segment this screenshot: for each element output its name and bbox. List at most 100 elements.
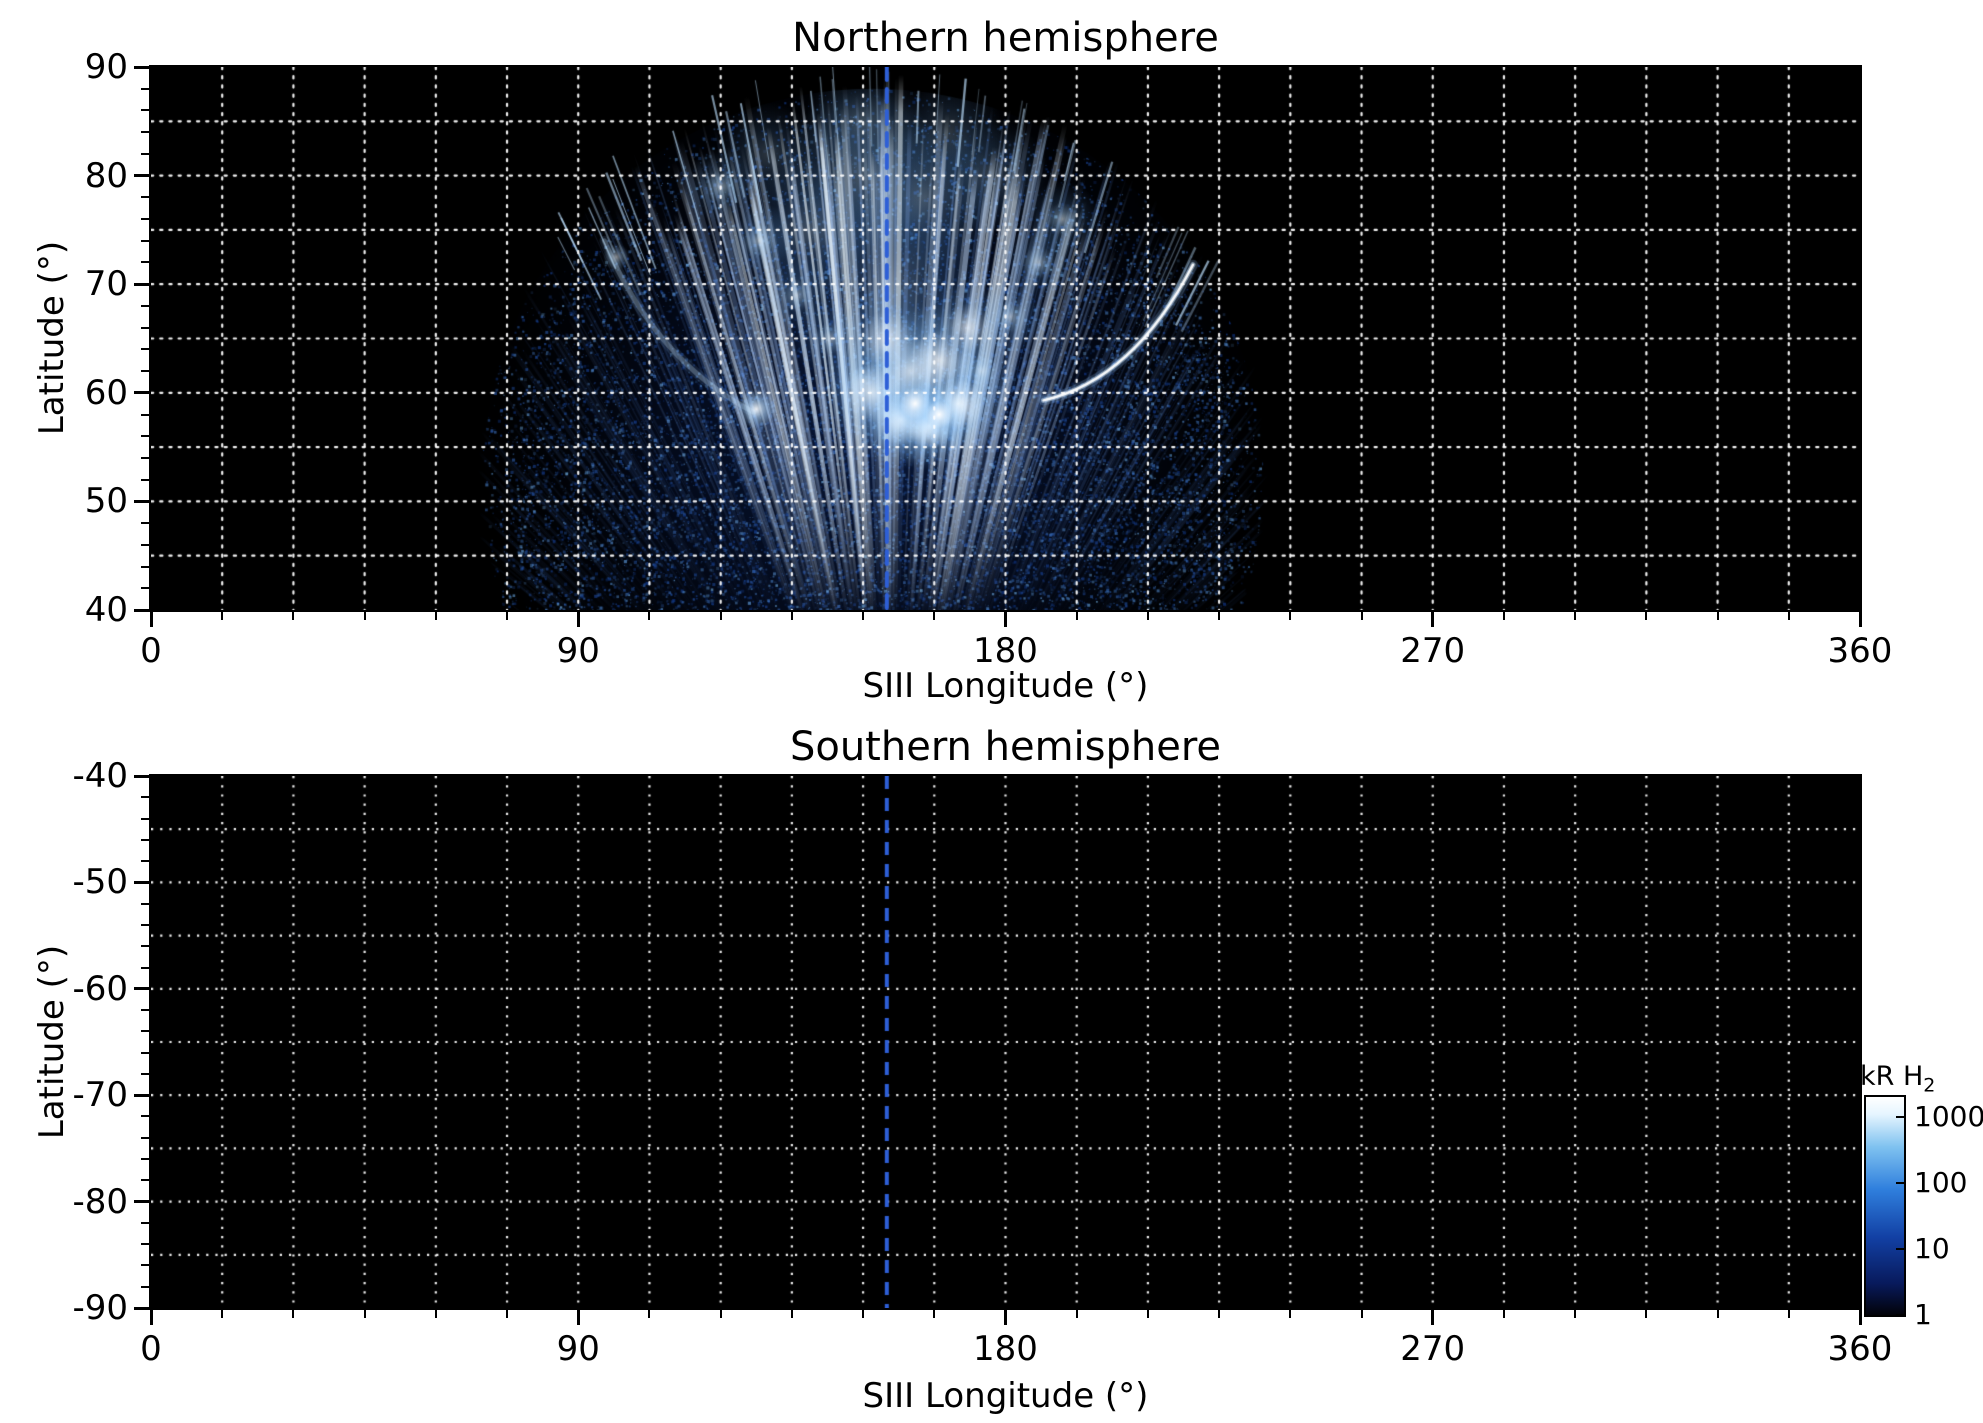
y-minor-tick: [141, 1136, 149, 1139]
x-minor-tick: [933, 1310, 936, 1318]
x-minor-tick: [434, 1310, 437, 1318]
x-minor-tick: [506, 1310, 509, 1318]
y-minor-tick: [141, 860, 149, 863]
y-tick-label: 60: [84, 372, 128, 413]
x-minor-tick: [1574, 612, 1577, 620]
y-minor-tick: [141, 218, 149, 221]
y-minor-tick: [141, 109, 149, 112]
north-plot-frame: [149, 65, 1862, 612]
y-minor-tick: [141, 587, 149, 590]
x-major-tick: [149, 1310, 153, 1325]
x-tick-label: 90: [556, 1329, 600, 1369]
x-minor-tick: [1716, 1310, 1719, 1318]
colorbar-tick-label: 1000: [1914, 1099, 1983, 1133]
x-minor-tick: [719, 612, 722, 620]
y-minor-tick: [141, 370, 149, 373]
x-minor-tick: [1502, 1310, 1505, 1318]
north-panel-title: Northern hemisphere: [792, 15, 1219, 61]
y-minor-tick: [141, 152, 149, 155]
y-tick-label: 70: [84, 264, 128, 305]
y-tick-label: 50: [84, 481, 128, 522]
colorbar-tick: [1896, 1247, 1904, 1250]
y-minor-tick: [141, 1009, 149, 1012]
y-minor-tick: [141, 1221, 149, 1224]
y-minor-tick: [141, 456, 149, 459]
x-minor-tick: [221, 612, 224, 620]
y-minor-tick: [141, 239, 149, 242]
south-panel-title: Southern hemisphere: [789, 724, 1222, 770]
y-minor-tick: [141, 966, 149, 969]
x-minor-tick: [434, 612, 437, 620]
x-minor-tick: [933, 612, 936, 620]
y-minor-tick: [141, 1158, 149, 1161]
y-minor-tick: [141, 565, 149, 568]
y-minor-tick: [141, 478, 149, 481]
south-x-axis-label: SIII Longitude (°): [862, 1376, 1149, 1416]
x-minor-tick: [1146, 612, 1149, 620]
x-minor-tick: [862, 612, 865, 620]
x-minor-tick: [1075, 1310, 1078, 1318]
x-tick-label: 270: [1400, 1329, 1466, 1369]
x-tick-label: 0: [140, 631, 162, 671]
y-major-tick: [134, 499, 149, 503]
x-minor-tick: [790, 1310, 793, 1318]
x-minor-tick: [1289, 612, 1292, 620]
y-major-tick: [134, 1200, 149, 1204]
colorbar-tick-label: 100: [1914, 1165, 1968, 1199]
x-minor-tick: [506, 612, 509, 620]
y-minor-tick: [141, 902, 149, 905]
y-minor-tick: [141, 1285, 149, 1288]
x-major-tick: [149, 612, 153, 627]
x-tick-label: 90: [556, 631, 600, 671]
y-minor-tick: [141, 1243, 149, 1246]
north-heatmap-canvas: [151, 67, 1860, 610]
x-major-tick: [1431, 1310, 1435, 1325]
colorbar-tick: [1896, 1115, 1904, 1118]
x-minor-tick: [1360, 1310, 1363, 1318]
y-minor-tick: [141, 1030, 149, 1033]
x-minor-tick: [648, 612, 651, 620]
y-tick-label: -90: [72, 1288, 128, 1328]
x-minor-tick: [1574, 1310, 1577, 1318]
y-major-tick: [134, 987, 149, 991]
x-minor-tick: [1075, 612, 1078, 620]
colorbar-tick: [1896, 1181, 1904, 1184]
x-minor-tick: [1787, 1310, 1790, 1318]
y-minor-tick: [141, 1051, 149, 1054]
colorbar-unit-label: kR H2: [1860, 1062, 1935, 1100]
y-minor-tick: [141, 796, 149, 799]
y-tick-label: -80: [72, 1181, 128, 1222]
y-major-tick: [134, 1306, 149, 1310]
colorbar-unit-text: kR H: [1860, 1061, 1924, 1092]
y-major-tick: [134, 391, 149, 395]
x-major-tick: [1858, 612, 1862, 627]
x-major-tick: [1858, 1310, 1862, 1325]
x-tick-label: 360: [1827, 631, 1893, 671]
x-minor-tick: [648, 1310, 651, 1318]
y-major-tick: [134, 65, 149, 69]
x-minor-tick: [292, 1310, 295, 1318]
x-minor-tick: [221, 1310, 224, 1318]
y-major-tick: [134, 774, 149, 778]
x-tick-label: 180: [973, 631, 1038, 671]
x-major-tick: [1004, 612, 1007, 627]
y-minor-tick: [141, 326, 149, 329]
y-minor-tick: [141, 543, 149, 546]
y-minor-tick: [141, 1115, 149, 1118]
y-minor-tick: [141, 923, 149, 926]
x-minor-tick: [363, 1310, 366, 1318]
y-tick-label: 90: [84, 47, 128, 87]
x-major-tick: [1004, 1310, 1007, 1325]
colorbar-tick-label: 10: [1914, 1231, 1950, 1265]
y-tick-label: -50: [72, 862, 128, 903]
x-minor-tick: [1787, 612, 1790, 620]
y-minor-tick: [141, 945, 149, 948]
x-tick-label: 270: [1400, 631, 1466, 671]
y-major-tick: [134, 282, 149, 286]
y-tick-label: -70: [72, 1075, 128, 1116]
y-tick-label: 80: [84, 155, 128, 196]
x-minor-tick: [862, 1310, 865, 1318]
y-minor-tick: [141, 1264, 149, 1267]
south-plot-frame: [149, 774, 1862, 1310]
